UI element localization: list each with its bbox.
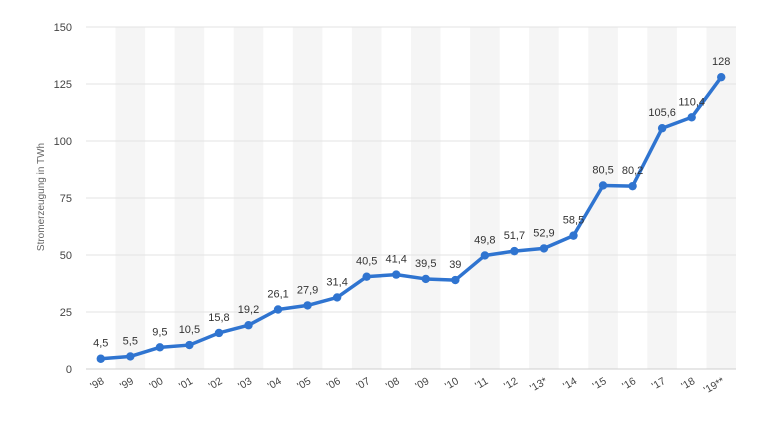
data-label: 9,5 <box>152 326 167 338</box>
data-label: 58,5 <box>563 215 584 227</box>
x-tick-label: '00 <box>148 375 166 392</box>
x-tick-label: '11 <box>473 375 490 392</box>
y-tick-label: 0 <box>66 364 72 376</box>
x-tick-label: '14 <box>561 375 579 392</box>
data-label: 52,9 <box>533 227 554 239</box>
data-point <box>332 293 342 302</box>
x-tick-label: '17 <box>650 375 668 392</box>
data-point <box>569 231 578 240</box>
x-tick-label: '98 <box>88 375 106 392</box>
y-tick-label: 75 <box>60 193 72 205</box>
data-label: 105,6 <box>648 107 676 119</box>
x-tick-label: '99 <box>118 375 136 392</box>
data-label: 31,4 <box>326 276 347 288</box>
data-label: 80,2 <box>622 165 643 177</box>
data-point <box>421 274 430 284</box>
data-label: 4,5 <box>93 338 108 350</box>
data-label: 39,5 <box>415 258 436 270</box>
y-axis-ticks: 0 25 50 75 100 125 150 <box>54 22 72 376</box>
y-tick-label: 100 <box>54 136 72 148</box>
data-label: 51,7 <box>504 230 525 242</box>
x-tick-label: '04 <box>266 375 284 392</box>
data-label: 40,5 <box>356 256 377 268</box>
data-point <box>126 352 135 361</box>
data-labels: 4,5 5,5 9,5 10,5 15,8 19,2 26,1 27,9 31,4 40,5 41,… <box>93 56 730 350</box>
data-point <box>510 246 519 256</box>
data-point <box>539 244 549 253</box>
x-tick-label: '06 <box>325 375 343 392</box>
data-label: 15,8 <box>208 312 229 324</box>
data-label: 19,2 <box>238 304 259 316</box>
data-point <box>155 343 165 352</box>
data-point <box>362 272 371 281</box>
data-point <box>96 354 105 363</box>
x-axis-ticks: '98 '99 '00 '01 '02 '03 '04 '05 '06 '07 '08 '09 '10 '… <box>88 375 726 396</box>
data-label: 39 <box>449 259 461 271</box>
y-tick-label: 50 <box>60 250 72 262</box>
x-tick-label: '02 <box>207 375 225 392</box>
x-tick-label: '16 <box>620 375 638 392</box>
data-point <box>214 328 224 338</box>
x-tick-label: '13* <box>528 375 549 394</box>
data-point <box>392 270 401 279</box>
x-tick-label: '08 <box>384 375 402 392</box>
data-point <box>598 181 608 190</box>
x-tick-label: '03 <box>236 375 254 392</box>
data-point <box>628 181 637 191</box>
y-axis-label: Stromerzeugung in TWh <box>36 143 47 251</box>
data-point <box>687 113 696 122</box>
data-point <box>303 301 312 310</box>
data-point <box>273 305 283 314</box>
series-line <box>99 75 723 361</box>
x-tick-label: '09 <box>413 375 431 392</box>
x-tick-label: '19** <box>702 375 727 396</box>
x-tick-label: '12 <box>502 375 520 392</box>
data-label: 26,1 <box>267 288 288 300</box>
data-label: 10,5 <box>179 324 200 336</box>
data-point <box>717 72 726 82</box>
data-point <box>451 275 460 285</box>
data-point <box>244 321 253 330</box>
data-label: 110,4 <box>678 96 705 108</box>
data-label: 80,5 <box>592 164 613 176</box>
x-tick-label: '15 <box>591 375 609 392</box>
x-tick-label: '01 <box>177 375 195 392</box>
y-tick-label: 25 <box>60 307 72 319</box>
data-label: 5,5 <box>123 335 138 347</box>
y-tick-label: 150 <box>54 22 72 34</box>
x-tick-label: '05 <box>295 375 313 392</box>
data-point <box>480 251 490 260</box>
data-point <box>185 340 194 350</box>
grid-lines <box>86 26 736 370</box>
x-tick-label: '10 <box>443 375 461 392</box>
data-label: 41,4 <box>386 254 407 266</box>
y-tick-label: 125 <box>54 79 72 91</box>
x-tick-label: '07 <box>354 375 372 392</box>
data-points <box>96 72 726 363</box>
data-point <box>657 124 667 133</box>
data-label: 27,9 <box>297 284 318 296</box>
data-label: 49,8 <box>474 234 495 246</box>
data-label: 128 <box>712 56 730 68</box>
x-tick-label: '18 <box>679 375 697 392</box>
